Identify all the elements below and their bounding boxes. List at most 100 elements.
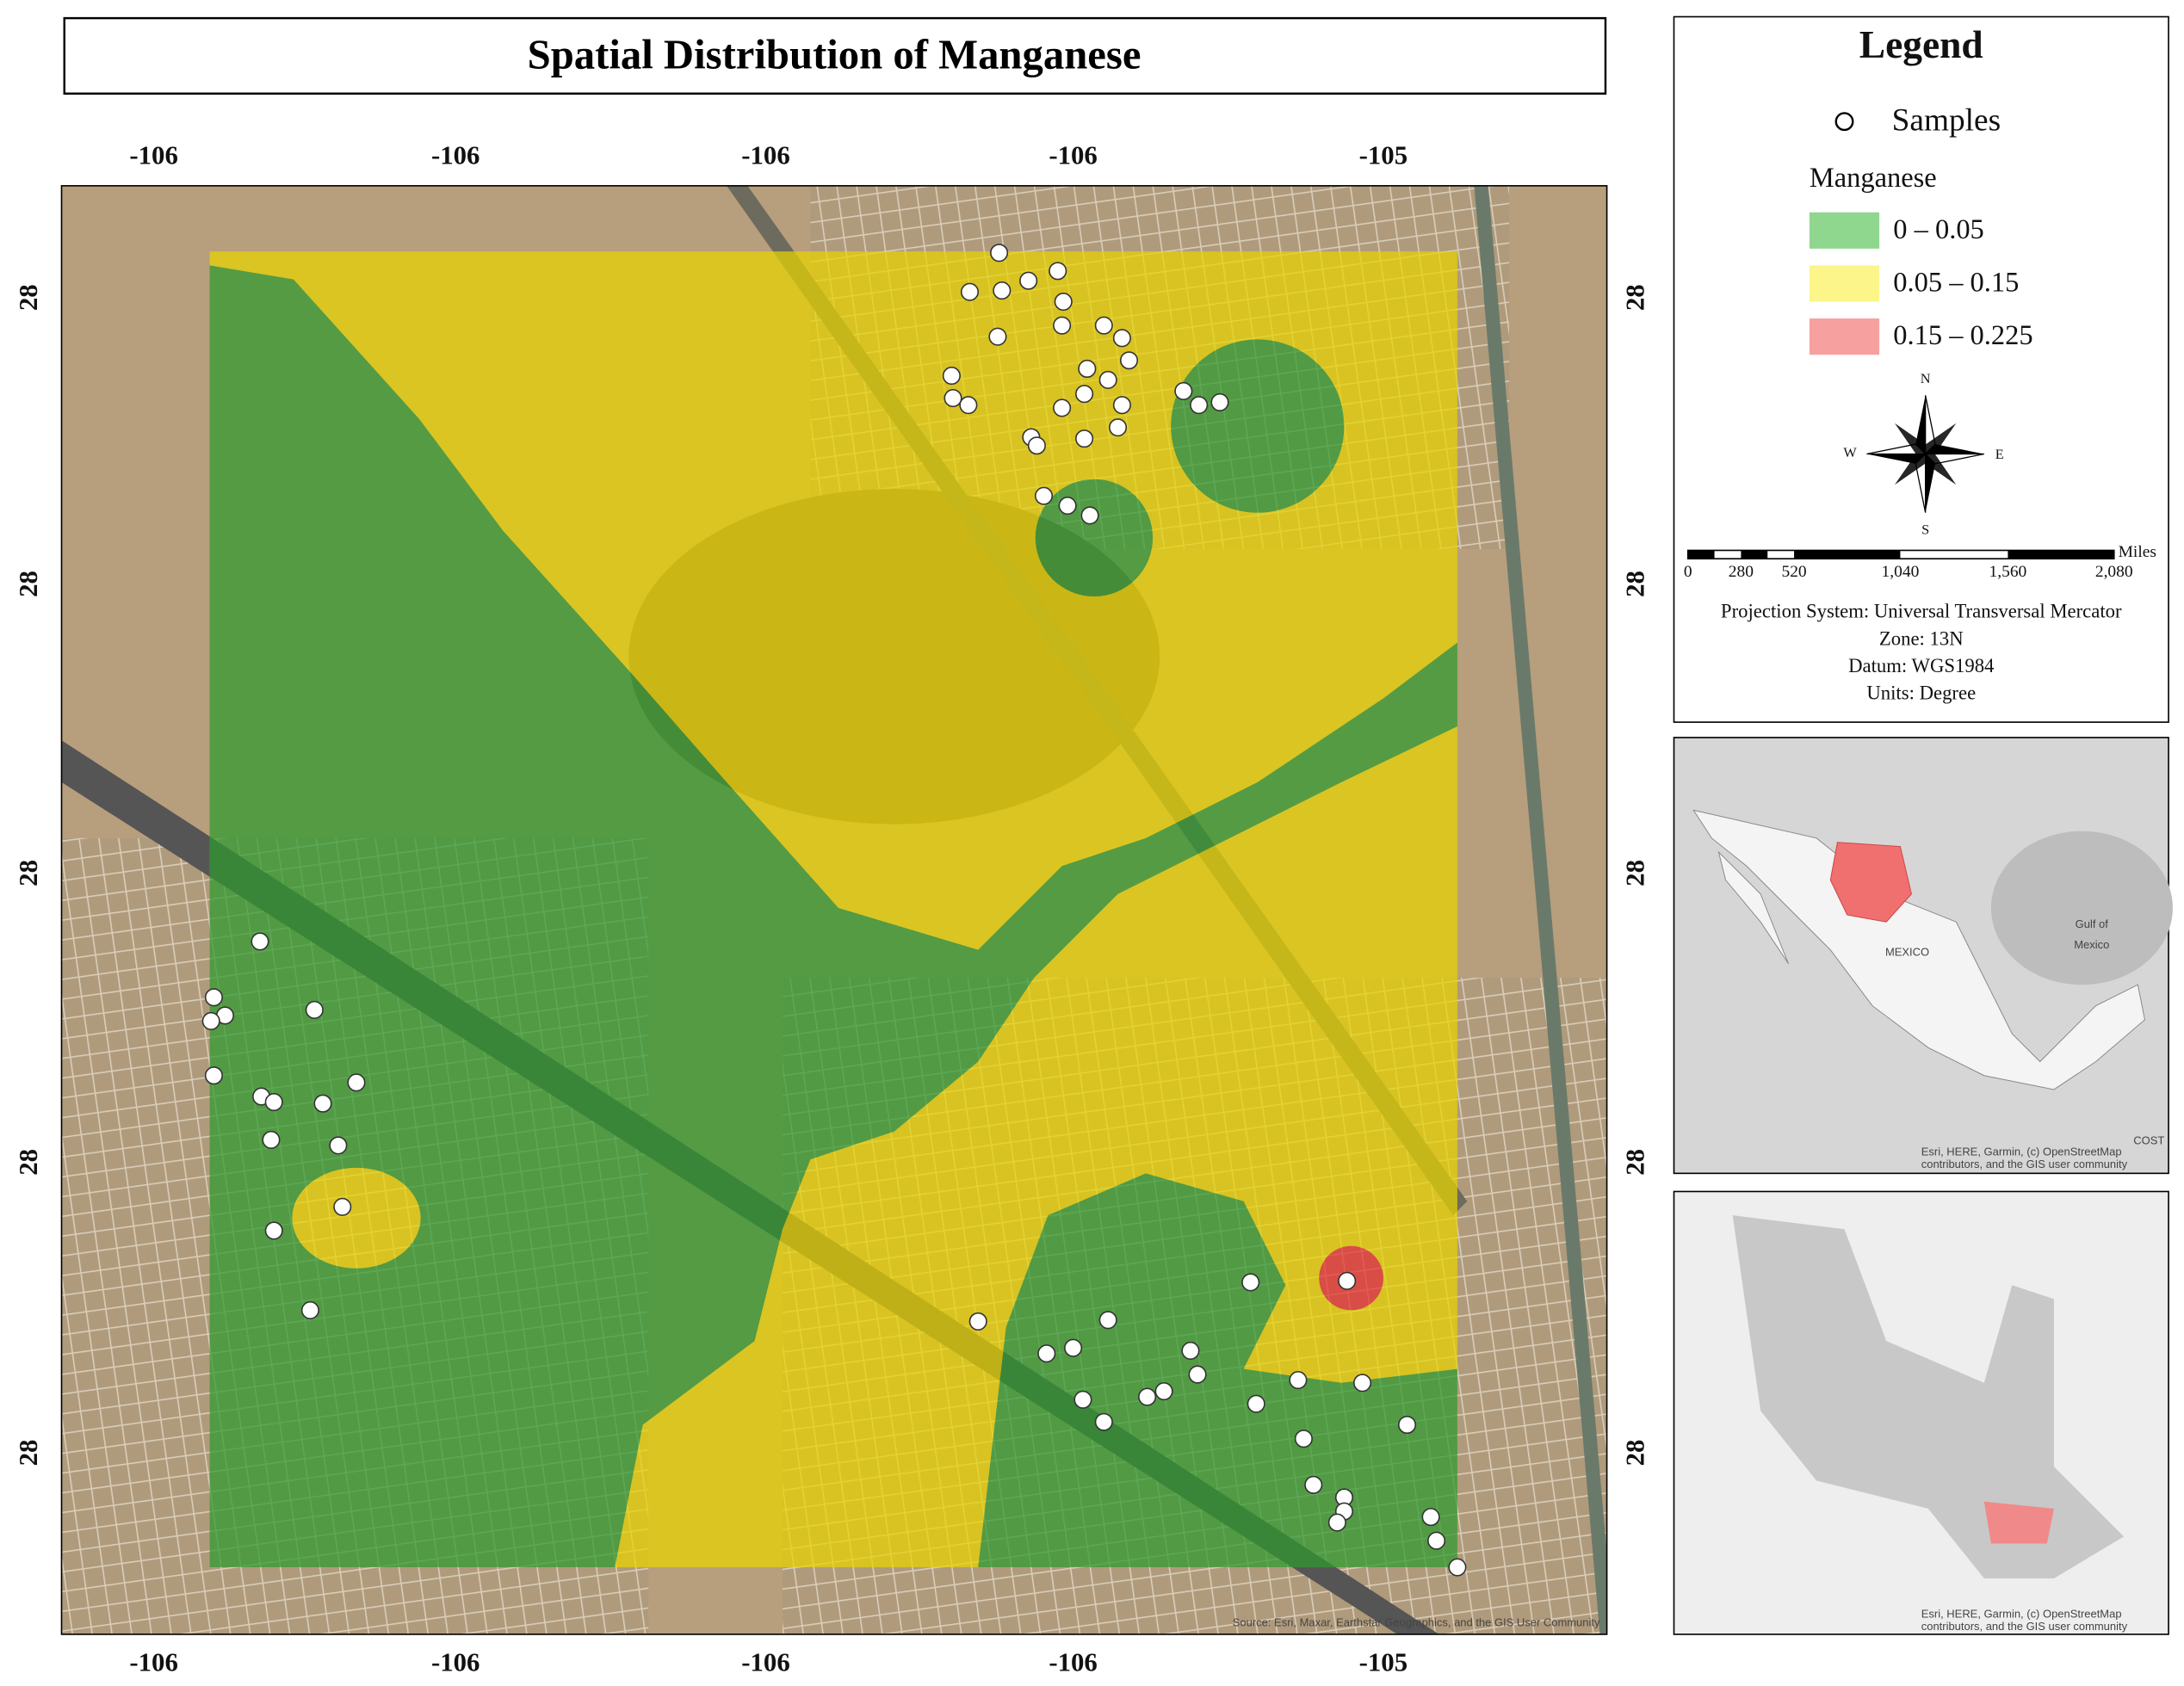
sample-point [1058,496,1077,516]
compass-labels: N E S W [1843,371,2003,537]
manganese-surface [209,251,1457,1568]
sample-point [347,1073,366,1092]
bottom-label: -106 [741,1648,790,1677]
sample-point [1075,429,1094,448]
left-label: 28 [14,571,43,597]
sample-point [1053,316,1072,335]
variable-label: Manganese [1810,163,1937,194]
sample-point [264,1221,283,1240]
samples-label: Samples [1892,102,2001,138]
place-label: Gulf of [2076,917,2109,930]
sample-point [1094,316,1113,335]
legend-classes: 0 – 0.05 0.05 – 0.15 0.15 – 0.225 [1809,212,2033,355]
bottom-label: -106 [1049,1648,1098,1677]
sample-point [942,367,961,386]
sample-point [1112,396,1131,415]
map-credit: Source: Esri, Maxar, Earthstar Geographi… [1233,1615,1600,1628]
scale-tick: 1,560 [1989,563,2026,581]
sample-point [1037,1344,1056,1363]
sample-point [1064,1338,1083,1357]
top-label: -106 [431,140,480,170]
projection-info: Projection System: Universal Transversal… [1721,601,2122,704]
legend-title: Legend [1859,23,1983,66]
right-label: 28 [1620,284,1649,311]
class-swatch [1809,212,1880,249]
sample-point [1053,398,1072,417]
info-line: Projection System: Universal Transversal… [1721,601,2122,622]
baja-shape [1717,850,1790,965]
sample-point [329,1136,348,1155]
sample-point [1294,1430,1313,1448]
compass [1866,395,1984,513]
chihuahua [1829,842,1912,923]
bottom-label: -105 [1359,1648,1408,1677]
sample-point [264,1093,283,1112]
sample-point [1108,418,1128,437]
study-area [1983,1501,2054,1544]
sample-point [968,1312,987,1331]
class-swatch [1809,318,1880,355]
sample-point [262,1130,281,1149]
top-label: -106 [741,140,790,170]
place-label: MEXICO [1885,945,1929,958]
samples-symbol [1834,112,1854,132]
sample-point [1027,436,1046,455]
sample-point [1397,1415,1417,1435]
sample-point [204,1066,223,1085]
left-label: 28 [14,284,43,311]
sample-point [201,1011,220,1030]
scale-tick: 280 [1729,563,1754,581]
scale-tick: 0 [1684,563,1692,581]
scale-tick: 1,040 [1882,563,1920,581]
city-shape [1732,1215,2125,1579]
compass-letter: E [1995,447,2004,462]
class-label: 0 – 0.05 [1893,214,1983,245]
sample-points [201,244,1467,1577]
left-label: 28 [14,1440,43,1467]
bottom-label: -106 [129,1648,178,1677]
sample-point [1049,262,1067,281]
sample-point [1094,1412,1113,1431]
place-label: COST [2133,1133,2164,1146]
right-label: 28 [1620,1440,1649,1467]
sample-point [300,1300,319,1319]
sample-point [1098,1311,1117,1330]
class-low [209,265,1457,1568]
top-label: -106 [1049,140,1098,170]
sample-point [305,1000,324,1020]
inset-credit: contributors, and the GIS user community [1921,1620,2128,1633]
sample-point [1448,1558,1467,1577]
class-low [978,1173,1457,1568]
right-label: 28 [1620,571,1649,597]
info-line: Zone: 13N [1879,627,1964,649]
sample-point [1427,1531,1446,1550]
sample-point [1241,1273,1260,1292]
inset-credit: Esri, HERE, Garmin, (c) OpenStreetMap [1921,1145,2122,1158]
scale-tick: 2,080 [2095,563,2133,581]
top-label: -106 [129,140,178,170]
map-border [60,185,1608,1635]
class-label: 0.15 – 0.225 [1893,320,2032,351]
sample-point [960,282,980,301]
sample-point [1190,396,1209,415]
bottom-label: -106 [431,1648,480,1677]
sample-point [1138,1387,1157,1406]
sample-point [1019,271,1038,290]
sample-point [1304,1475,1323,1494]
sample-point [1421,1508,1440,1527]
place-label: Mexico [2074,938,2109,951]
inset-city-labels: Esri, HERE, Garmin, (c) OpenStreetMapcon… [1921,1608,2128,1634]
sample-point [1338,1271,1357,1290]
sample-point [1054,293,1073,312]
gulf [1990,831,2173,985]
map-title: Spatial Distribution of Manganese [528,31,1141,77]
right-label: 28 [1620,1149,1649,1176]
sample-point [988,327,1007,346]
scale-unit: Miles [2119,543,2156,561]
compass-letter: W [1843,445,1857,460]
right-label: 28 [1620,860,1649,886]
legend-box [1673,15,2169,723]
sample-point [1075,385,1094,404]
info-line: Units: Degree [1866,682,1976,704]
